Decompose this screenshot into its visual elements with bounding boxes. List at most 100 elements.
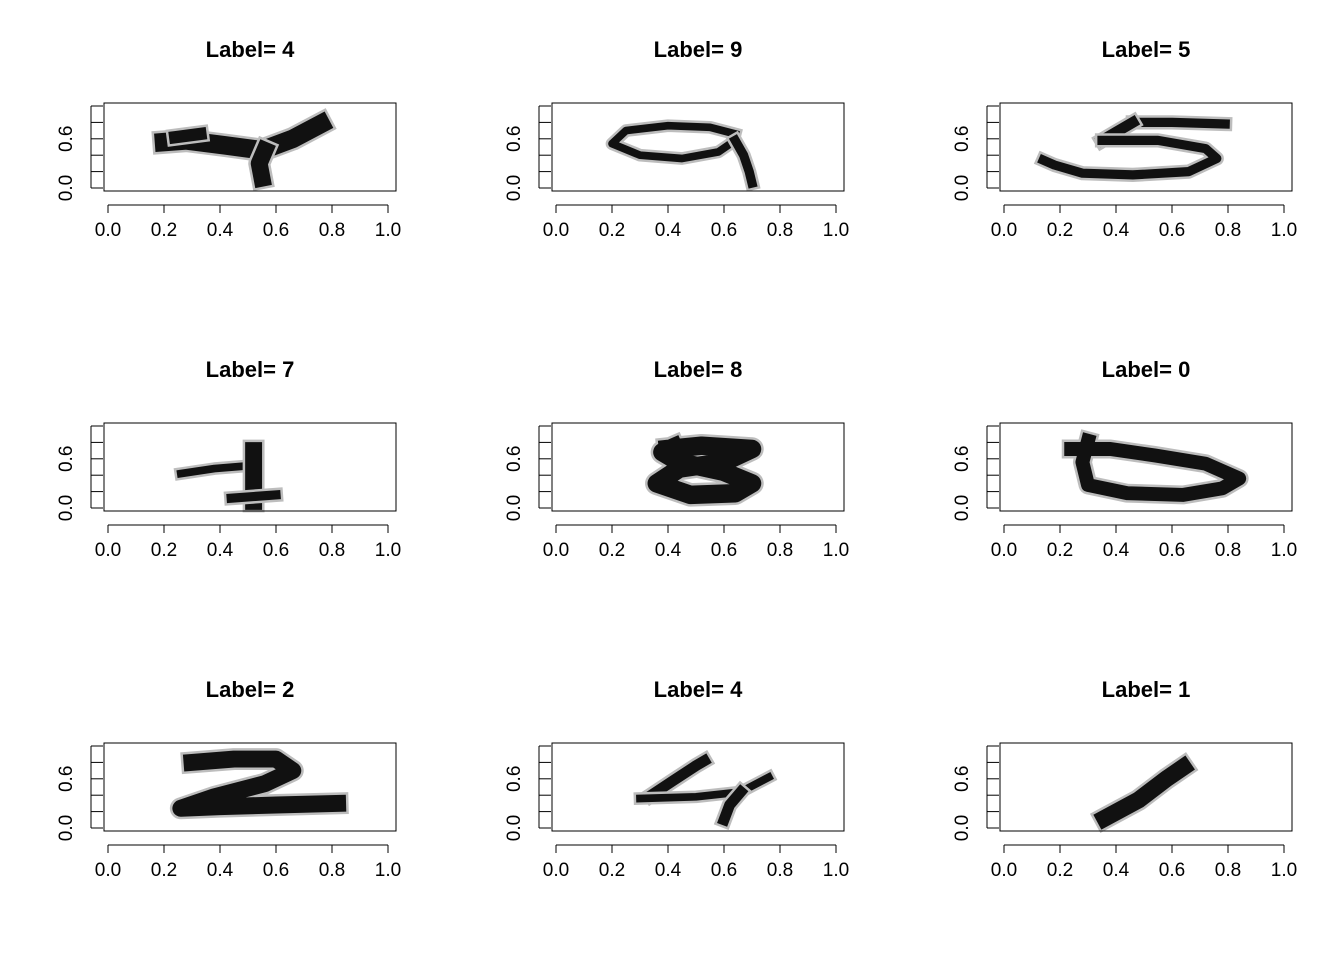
x-tick-label: 0.6 — [1159, 220, 1185, 241]
x-tick-label: 0.2 — [151, 860, 177, 881]
y-tick-label: 0.6 — [56, 126, 77, 152]
x-tick-label: 0.0 — [95, 860, 121, 881]
x-tick-label: 1.0 — [1271, 220, 1297, 241]
digit-stroke — [608, 121, 741, 163]
x-tick-label: 0.0 — [991, 220, 1017, 241]
digit-panel: Label= 0 0.0 0.2 0.4 0.6 0.8 1.0 0.0 0.6 — [896, 320, 1344, 640]
plot-frame — [103, 422, 397, 512]
digit-plot: 0.0 0.2 0.4 0.6 0.8 1.0 0.0 0.6 — [504, 102, 849, 241]
y-tick-label: 0.0 — [504, 815, 525, 841]
x-tick-label: 0.4 — [207, 220, 234, 241]
x-tick-label: 0.2 — [1047, 220, 1073, 241]
x-tick-label: 0.2 — [151, 220, 177, 241]
digit-stroke — [1093, 755, 1195, 830]
digit-plot: 0.0 0.2 0.4 0.6 0.8 1.0 0.0 0.6 — [504, 742, 849, 881]
digit-stroke — [1037, 135, 1222, 180]
digit-plot: 0.0 0.2 0.4 0.6 0.8 1.0 0.0 0.6 — [56, 422, 401, 561]
x-tick-label: 0.6 — [711, 860, 737, 881]
digit-stroke — [172, 750, 347, 817]
digit-image — [169, 748, 349, 820]
y-tick-label: 0.6 — [56, 446, 77, 472]
y-tick-label: 0.0 — [504, 175, 525, 201]
x-tick-label: 0.6 — [1159, 860, 1185, 881]
panel-title: Label= 8 — [653, 357, 743, 382]
panel-title: Label= 7 — [205, 357, 295, 382]
digit-panel: Label= 9 0.0 0.2 0.4 0.6 0.8 1.0 0.0 0.6 — [448, 0, 896, 320]
digit-image — [1089, 752, 1199, 834]
y-tick-label: 0.6 — [504, 446, 525, 472]
y-tick-label: 0.0 — [952, 815, 973, 841]
x-tick-label: 0.0 — [543, 540, 569, 561]
x-tick-label: 0.0 — [95, 220, 121, 241]
digit-stroke — [717, 784, 749, 827]
x-tick-label: 1.0 — [1271, 860, 1297, 881]
x-tick-label: 1.0 — [1271, 540, 1297, 561]
digit-panel: Label= 2 0.0 0.2 0.4 0.6 0.8 1.0 0.0 0.6 — [0, 640, 448, 960]
x-tick-label: 0.8 — [319, 860, 345, 881]
x-tick-label: 1.0 — [375, 540, 401, 561]
x-tick-label: 0.0 — [543, 220, 569, 241]
y-tick-label: 0.0 — [952, 175, 973, 201]
digit-stroke — [1064, 432, 1247, 502]
x-tick-label: 1.0 — [375, 220, 401, 241]
x-tick-label: 0.0 — [991, 860, 1017, 881]
digit-panel: Label= 5 0.0 0.2 0.4 0.6 0.8 1.0 0.0 0.6 — [896, 0, 1344, 320]
digit-panel: Label= 7 0.0 0.2 0.4 0.6 0.8 1.0 0.0 0.6 — [0, 320, 448, 640]
plot-frame — [103, 102, 397, 192]
digit-panel: Label= 8 0.0 0.2 0.4 0.6 0.8 1.0 0.0 0.6 — [448, 320, 896, 640]
y-tick-label: 0.0 — [952, 495, 973, 521]
y-tick-label: 0.6 — [504, 766, 525, 792]
x-tick-label: 0.8 — [1215, 860, 1241, 881]
x-tick-label: 0.6 — [263, 540, 289, 561]
y-tick-label: 0.6 — [952, 446, 973, 472]
digit-plot: 0.0 0.2 0.4 0.6 0.8 1.0 0.0 0.6 — [952, 102, 1297, 241]
y-tick-label: 0.0 — [56, 495, 77, 521]
panel-title: Label= 9 — [653, 37, 743, 62]
x-tick-label: 0.4 — [1103, 220, 1130, 241]
digit-image — [151, 108, 337, 191]
y-tick-label: 0.6 — [952, 126, 973, 152]
x-tick-label: 0.6 — [263, 220, 289, 241]
x-tick-label: 0.8 — [767, 220, 793, 241]
x-tick-label: 0.0 — [991, 540, 1017, 561]
x-tick-label: 0.6 — [263, 860, 289, 881]
digit-panel: Label= 4 0.0 0.2 0.4 0.6 0.8 1.0 0.0 0.6 — [0, 0, 448, 320]
digit-stroke — [250, 139, 276, 189]
x-tick-label: 0.2 — [599, 220, 625, 241]
x-tick-label: 0.2 — [599, 860, 625, 881]
x-tick-label: 0.8 — [1215, 220, 1241, 241]
x-tick-label: 0.4 — [1103, 860, 1130, 881]
x-tick-label: 0.8 — [1215, 540, 1241, 561]
digit-image — [633, 749, 778, 830]
digit-plot: 0.0 0.2 0.4 0.6 0.8 1.0 0.0 0.6 — [504, 422, 849, 561]
digit-stroke — [176, 461, 258, 478]
y-tick-label: 0.6 — [952, 766, 973, 792]
digit-stroke — [226, 489, 281, 504]
digit-stroke — [643, 753, 712, 803]
digit-image — [605, 119, 761, 192]
panel-title: Label= 2 — [205, 677, 295, 702]
plot-frame — [103, 742, 397, 832]
digit-stroke — [647, 435, 762, 505]
x-tick-label: 1.0 — [823, 860, 849, 881]
x-tick-label: 0.8 — [767, 860, 793, 881]
digit-panel: Label= 1 0.0 0.2 0.4 0.6 0.8 1.0 0.0 0.6 — [896, 640, 1344, 960]
x-tick-label: 0.0 — [95, 540, 121, 561]
x-tick-label: 0.4 — [655, 860, 682, 881]
x-tick-label: 0.2 — [599, 540, 625, 561]
digit-image — [645, 431, 764, 507]
plot-frame — [551, 742, 845, 832]
x-tick-label: 0.8 — [319, 540, 345, 561]
x-tick-label: 0.4 — [1103, 540, 1130, 561]
plot-frame — [551, 422, 845, 512]
digit-plot: 0.0 0.2 0.4 0.6 0.8 1.0 0.0 0.6 — [56, 742, 401, 881]
digit-stroke — [636, 772, 774, 803]
y-tick-label: 0.0 — [504, 495, 525, 521]
panel-title: Label= 4 — [653, 677, 743, 702]
x-tick-label: 0.8 — [319, 220, 345, 241]
panel-title: Label= 1 — [1101, 677, 1191, 702]
y-tick-label: 0.6 — [504, 126, 525, 152]
plot-frame — [999, 102, 1293, 192]
panel-title: Label= 4 — [205, 37, 295, 62]
panel-title: Label= 0 — [1101, 357, 1191, 382]
